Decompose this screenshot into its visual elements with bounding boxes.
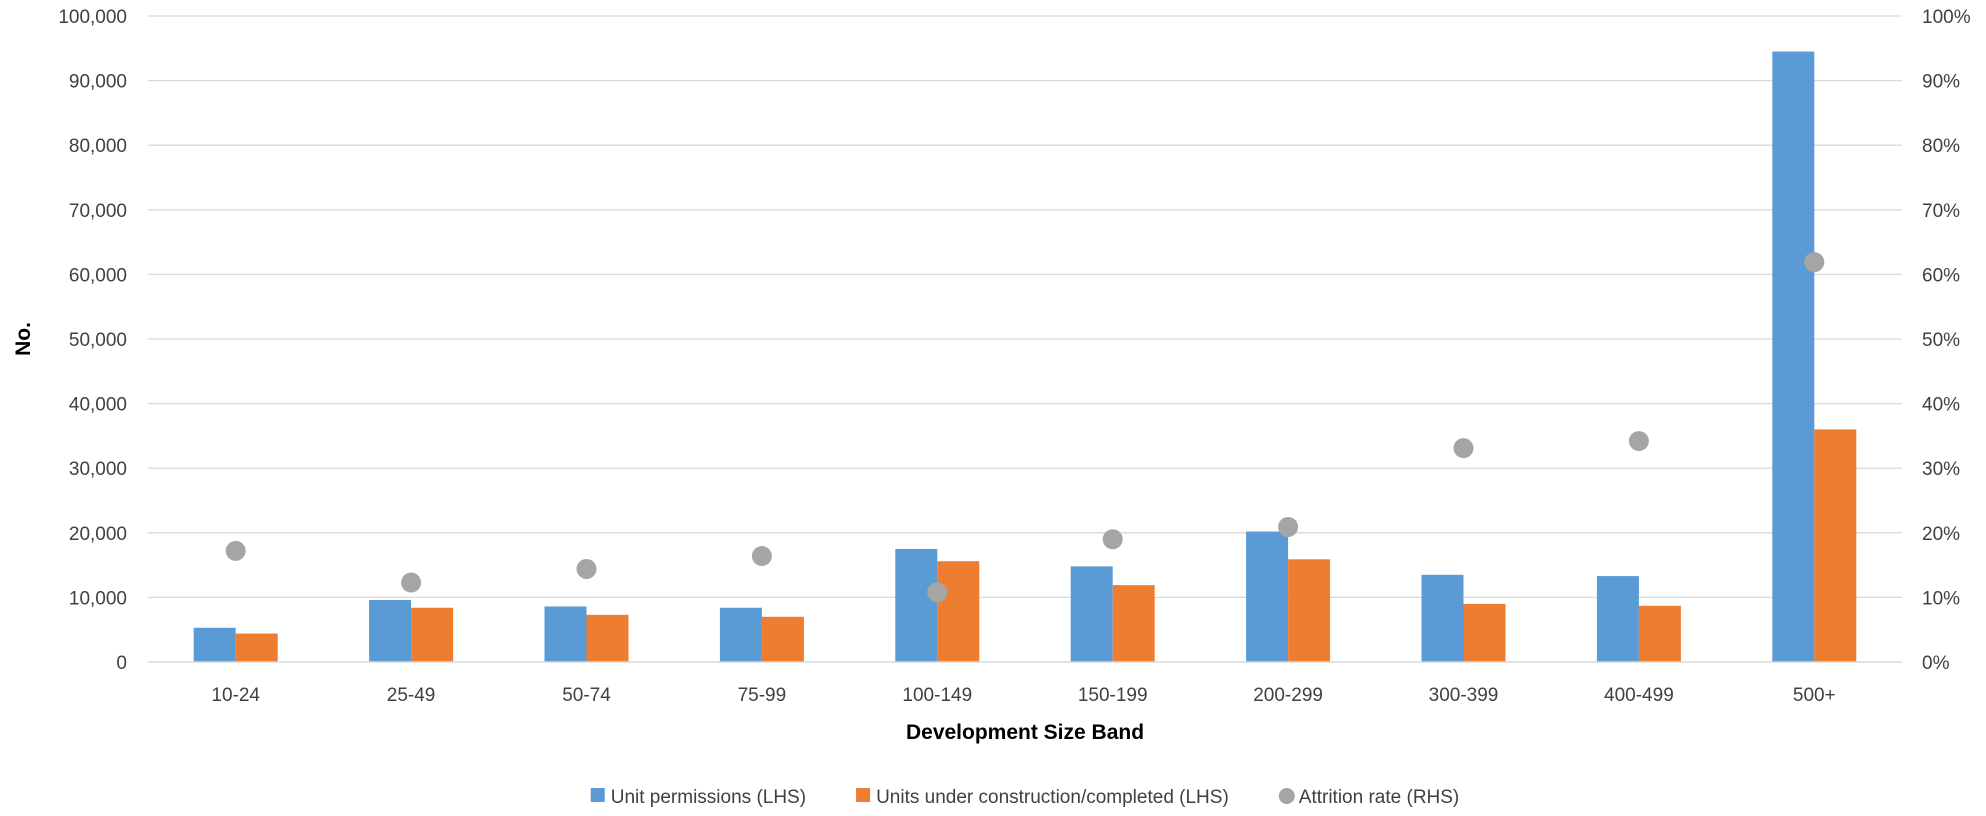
- y-tick-label: 30,000: [69, 459, 127, 480]
- bar: [761, 616, 804, 662]
- legend: Unit permissions (LHS) Units under constr…: [590, 787, 1459, 808]
- gridlines: [148, 15, 1902, 599]
- y-tick-label: 10,000: [69, 588, 127, 609]
- bar: [895, 548, 938, 662]
- y2-tick-label: 10%: [1922, 588, 1960, 609]
- y-tick-label: 90,000: [69, 72, 127, 93]
- y-tick-label: 100,000: [58, 7, 127, 28]
- x-tick-label: 500+: [1793, 685, 1836, 706]
- x-tick-label: 10-24: [211, 685, 260, 706]
- scatter-points: [225, 252, 1825, 603]
- bar: [719, 607, 762, 662]
- x-tick-label: 100-149: [902, 685, 972, 706]
- y2-tick-label: 0%: [1922, 653, 1950, 674]
- legend-marker: [1278, 788, 1295, 804]
- x-tick-label: 25-49: [387, 685, 436, 706]
- data-point: [225, 540, 246, 561]
- bar: [1246, 531, 1289, 662]
- x-tick-label: 75-99: [738, 685, 787, 706]
- x-axis-ticks: 10-24 25-49 50-74 75-99 100-149 150-199 200-29…: [211, 685, 1835, 706]
- bar: [1070, 566, 1113, 662]
- y-axis-title: No.: [12, 322, 35, 356]
- bar: [235, 633, 278, 662]
- x-tick-label: 50-74: [562, 685, 611, 706]
- y2-tick-label: 80%: [1922, 136, 1960, 157]
- legend-swatch: [590, 788, 605, 802]
- legend-swatch: [856, 788, 871, 802]
- data-point: [1628, 431, 1649, 452]
- y-tick-label: 80,000: [69, 136, 127, 157]
- data-point: [751, 546, 772, 567]
- legend-label: Unit permissions (LHS): [611, 787, 806, 808]
- bar: [937, 561, 980, 662]
- x-tick-label: 400-499: [1604, 685, 1674, 706]
- y2-tick-label: 50%: [1922, 330, 1960, 351]
- bar: [369, 599, 412, 662]
- bar: [586, 614, 629, 662]
- y-tick-label: 50,000: [69, 330, 127, 351]
- y2-tick-label: 60%: [1922, 265, 1960, 286]
- bar: [1596, 576, 1639, 662]
- y2-tick-label: 100%: [1922, 7, 1971, 28]
- bar: [1421, 574, 1464, 662]
- y2-tick-label: 30%: [1922, 459, 1960, 480]
- legend-item: Units under construction/completed (LHS): [856, 787, 1229, 808]
- legend-label: Attrition rate (RHS): [1299, 787, 1459, 808]
- bar: [193, 627, 236, 662]
- bar: [1814, 429, 1857, 662]
- x-tick-label: 150-199: [1078, 685, 1148, 706]
- data-point: [1453, 438, 1474, 459]
- y-tick-label: 40,000: [69, 395, 127, 416]
- x-axis-title: Development Size Band: [906, 721, 1144, 744]
- bar: [1288, 559, 1331, 662]
- bars: [193, 51, 1857, 662]
- x-tick-label: 200-299: [1253, 685, 1323, 706]
- data-point: [927, 582, 948, 603]
- bar: [1463, 603, 1506, 662]
- legend-label: Units under construction/completed (LHS): [876, 787, 1229, 808]
- legend-item: Attrition rate (RHS): [1278, 787, 1459, 808]
- legend-item: Unit permissions (LHS): [590, 787, 806, 808]
- y-tick-label: 0: [116, 653, 127, 674]
- y2-tick-label: 70%: [1922, 201, 1960, 222]
- y-tick-label: 60,000: [69, 265, 127, 286]
- y2-tick-label: 20%: [1922, 524, 1960, 545]
- data-point: [401, 572, 422, 593]
- data-point: [576, 558, 597, 579]
- x-tick-label: 300-399: [1429, 685, 1499, 706]
- data-point: [1102, 529, 1123, 550]
- y2-tick-label: 40%: [1922, 395, 1960, 416]
- bar: [1638, 605, 1681, 662]
- y2-tick-label: 90%: [1922, 72, 1960, 93]
- y-tick-label: 70,000: [69, 201, 127, 222]
- bar: [544, 606, 587, 662]
- y2-axis-ticks: 0% 10% 20% 30% 40% 50% 60% 70% 80% 90% 100%: [1922, 7, 1971, 674]
- data-point: [1278, 516, 1299, 537]
- y-tick-label: 20,000: [69, 524, 127, 545]
- bar: [411, 607, 454, 662]
- y-axis-ticks: 0 10,000 20,000 30,000 40,000 50,000 60,000 70,…: [58, 7, 127, 674]
- bar: [1772, 51, 1815, 662]
- bar: [1112, 585, 1155, 662]
- data-point: [1804, 252, 1825, 273]
